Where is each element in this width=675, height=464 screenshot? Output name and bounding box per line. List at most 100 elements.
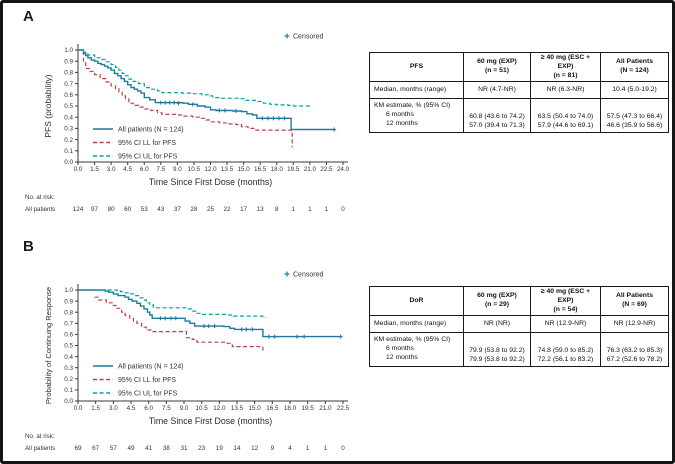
curve-all-patients-n-124 xyxy=(78,49,335,131)
svg-text:31: 31 xyxy=(180,445,188,452)
svg-text:14: 14 xyxy=(233,445,241,452)
svg-text:0.0: 0.0 xyxy=(74,405,83,412)
svg-text:10.5: 10.5 xyxy=(188,166,201,173)
svg-text:0.2: 0.2 xyxy=(64,376,73,383)
x-axis-title: Time Since First Dose (months) xyxy=(149,416,272,426)
svg-text:3.0: 3.0 xyxy=(107,166,116,173)
col-header-line2: (N = 124) xyxy=(620,67,649,75)
svg-text:0.9: 0.9 xyxy=(64,298,73,305)
svg-text:7.5: 7.5 xyxy=(162,405,171,412)
svg-text:0.3: 0.3 xyxy=(64,126,73,133)
svg-text:15.0: 15.0 xyxy=(237,166,250,173)
svg-text:13.5: 13.5 xyxy=(221,166,234,173)
dor-table: DoR 60 mg (EXP) (n = 29) ≥ 40 mg (ESC + … xyxy=(369,285,669,368)
svg-text:0.7: 0.7 xyxy=(64,321,73,328)
svg-text:37: 37 xyxy=(174,206,182,213)
svg-text:12.0: 12.0 xyxy=(204,166,217,173)
svg-text:12: 12 xyxy=(251,445,259,452)
legend: All patients (N = 124) 95% CI LL for PFS 9… xyxy=(93,363,184,397)
svg-text:0.2: 0.2 xyxy=(64,137,73,144)
km-12mo-label: 12 months xyxy=(386,119,418,127)
table-col-header: 60 mg (EXP) (n = 51) xyxy=(463,51,531,83)
km-6mo-value: 79.9 (53.8 to 92.2) xyxy=(469,346,525,354)
svg-text:All patients: All patients xyxy=(25,445,55,452)
svg-text:4.5: 4.5 xyxy=(127,405,136,412)
km-12mo-value: 57.0 (39.4 to 71.3) xyxy=(469,121,525,129)
y-axis-title: Probability of Continuing Response xyxy=(44,287,53,404)
table-corner-cell: DoR xyxy=(369,285,464,317)
svg-text:9.0: 9.0 xyxy=(173,166,182,173)
km-values: 74.8 (59.0 to 85.2) 72.2 (56.1 to 83.2) xyxy=(530,332,601,368)
curve-95-ci-ul-for-pfs xyxy=(94,289,266,318)
panel-a-label: A xyxy=(23,8,34,25)
svg-text:41: 41 xyxy=(145,445,153,452)
svg-text:43: 43 xyxy=(157,206,165,213)
col-header-line1: ≥ 40 mg (ESC + EXP) xyxy=(540,54,591,70)
svg-text:21.0: 21.0 xyxy=(304,166,317,173)
svg-text:10.5: 10.5 xyxy=(196,405,209,412)
svg-text:19.5: 19.5 xyxy=(302,405,315,412)
col-header-line1: 60 mg (EXP) xyxy=(477,58,517,66)
table-col-header: ≥ 40 mg (ESC + EXP) (n = 54) xyxy=(530,285,601,317)
median-value: NR (4.7-NR) xyxy=(463,81,531,100)
y-axis-title: PFS (probability) xyxy=(43,74,53,137)
svg-text:0.5: 0.5 xyxy=(64,343,73,350)
svg-text:22: 22 xyxy=(224,206,232,213)
svg-text:All patients: All patients xyxy=(25,206,55,213)
km-values: 76.3 (63.2 to 85.3) 67.2 (52.6 to 78.2) xyxy=(600,332,669,368)
svg-text:124: 124 xyxy=(73,206,84,213)
dor-summary-table: DoR 60 mg (EXP) (n = 29) ≥ 40 mg (ESC + … xyxy=(369,285,669,368)
svg-text:9: 9 xyxy=(271,445,275,452)
svg-text:25: 25 xyxy=(207,206,215,213)
km-label: KM estimate, % (95% CI) xyxy=(374,336,451,344)
svg-text:0.3: 0.3 xyxy=(64,365,73,372)
svg-text:4: 4 xyxy=(288,445,292,452)
km-row-label: KM estimate, % (95% CI) 6 months 12 mont… xyxy=(369,332,464,368)
svg-text:1.5: 1.5 xyxy=(90,166,99,173)
svg-text:0.4: 0.4 xyxy=(64,114,73,121)
svg-text:53: 53 xyxy=(141,206,149,213)
svg-text:57: 57 xyxy=(110,445,118,452)
censor-marks xyxy=(158,100,337,132)
svg-text:9.0: 9.0 xyxy=(180,405,189,412)
km-12mo-value: 67.2 (52.6 to 78.2) xyxy=(606,355,663,363)
km-6mo-label: 6 months xyxy=(386,111,414,119)
svg-text:19.5: 19.5 xyxy=(287,166,300,173)
pfs-km-chart: 0.0 0.1 0.2 0.3 0.4 0.5 0.6 0.7 0.8 0.9 1.0 0.0 1.5 3… xyxy=(25,33,350,213)
svg-text:0.7: 0.7 xyxy=(64,81,73,88)
col-header-line2: (n = 29) xyxy=(485,301,509,309)
x-axis-title: Time Since First Dose (months) xyxy=(149,177,272,187)
col-header-line1: All Patients xyxy=(615,292,653,300)
svg-text:All patients (N = 124): All patients (N = 124) xyxy=(118,126,184,133)
censor-marks xyxy=(158,316,343,339)
svg-text:19: 19 xyxy=(216,445,224,452)
svg-text:0.0: 0.0 xyxy=(74,166,83,173)
svg-text:0.0: 0.0 xyxy=(64,159,73,166)
svg-text:97: 97 xyxy=(91,206,99,213)
km-row-label: KM estimate, % (95% CI) 6 months 12 mont… xyxy=(369,98,464,134)
at-risk-table: No. at risk:All patients 69 67 57 49 41 38 31 23… xyxy=(25,433,345,452)
km-12mo-value: 72.2 (56.1 to 83.2) xyxy=(537,355,594,363)
svg-text:28: 28 xyxy=(190,206,198,213)
svg-text:13.5: 13.5 xyxy=(231,405,244,412)
svg-text:49: 49 xyxy=(127,445,135,452)
curve-95-ci-ll-for-pfs xyxy=(94,296,264,353)
km-12mo-value: 46.6 (35.9 to 56.6) xyxy=(606,121,663,129)
svg-text:95% CI LL for PFS: 95% CI LL for PFS xyxy=(118,140,176,147)
curve-all-patients-n-124 xyxy=(78,289,341,338)
col-header-line2: (n = 51) xyxy=(485,67,509,75)
km-12mo-value: 57.9 (44.6 to 69.1) xyxy=(537,121,594,129)
svg-text:No. at risk:: No. at risk: xyxy=(25,433,55,440)
svg-text:18.0: 18.0 xyxy=(271,166,284,173)
svg-text:22.5: 22.5 xyxy=(320,166,333,173)
table-col-header: All Patients (N = 69) xyxy=(600,285,669,317)
svg-text:17: 17 xyxy=(240,206,248,213)
svg-text:0: 0 xyxy=(341,206,345,213)
pfs-table: PFS 60 mg (EXP) (n = 51) ≥ 40 mg (ESC + … xyxy=(369,51,669,134)
km-6mo-value: 63.5 (50.4 to 74.0) xyxy=(537,112,594,120)
svg-text:1: 1 xyxy=(292,206,296,213)
curve-95-ci-ul-for-pfs xyxy=(78,49,313,107)
svg-text:1: 1 xyxy=(325,206,329,213)
censored-legend: Censored xyxy=(284,271,323,278)
svg-text:1: 1 xyxy=(308,206,312,213)
